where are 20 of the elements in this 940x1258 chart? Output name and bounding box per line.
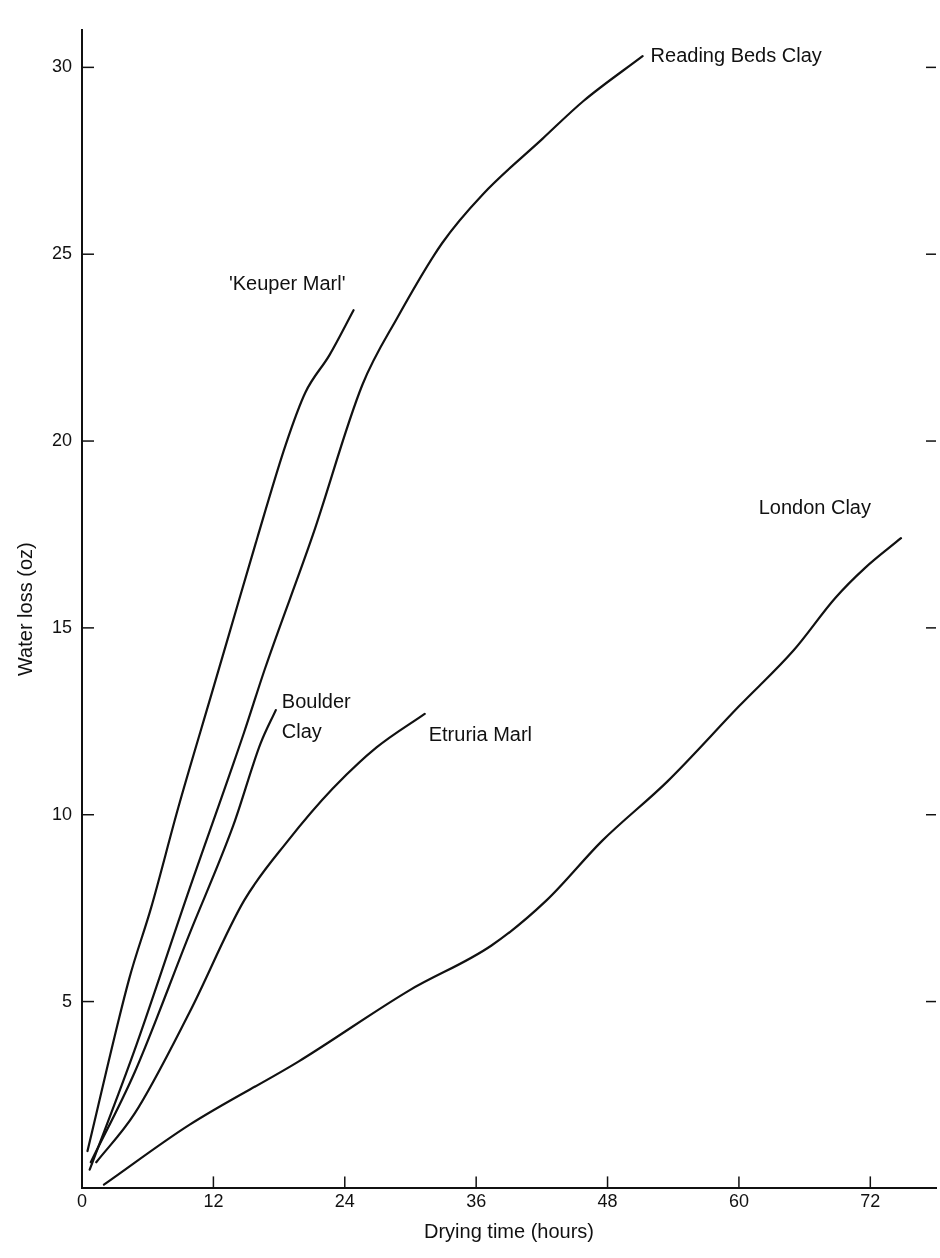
x-tick-label: 72 [860, 1191, 881, 1212]
series-label: London Clay [758, 495, 871, 518]
x-tick-label: 60 [728, 1191, 749, 1212]
series-label: Etruria Marl [428, 723, 533, 746]
y-axis-title: Water loss (oz) [13, 542, 36, 677]
x-tick-label: 12 [203, 1191, 224, 1212]
x-axis-title: Drying time (hours) [423, 1219, 595, 1242]
series-label: Reading Beds Clay [650, 43, 822, 66]
series-label: Boulder Clay [281, 689, 352, 742]
x-tick-label: 48 [597, 1191, 618, 1212]
series-label: 'Keuper Marl' [228, 271, 346, 294]
y-tick-label: 30 [51, 56, 73, 77]
y-tick-label: 15 [51, 616, 73, 637]
x-tick-label: 24 [334, 1191, 355, 1212]
y-tick-label: 25 [51, 243, 73, 264]
y-tick-label: 10 [51, 803, 73, 824]
x-tick-label: 0 [77, 1191, 88, 1212]
y-tick-label: 5 [62, 990, 73, 1011]
y-tick-label: 20 [51, 430, 73, 451]
x-tick-label: 36 [466, 1191, 487, 1212]
